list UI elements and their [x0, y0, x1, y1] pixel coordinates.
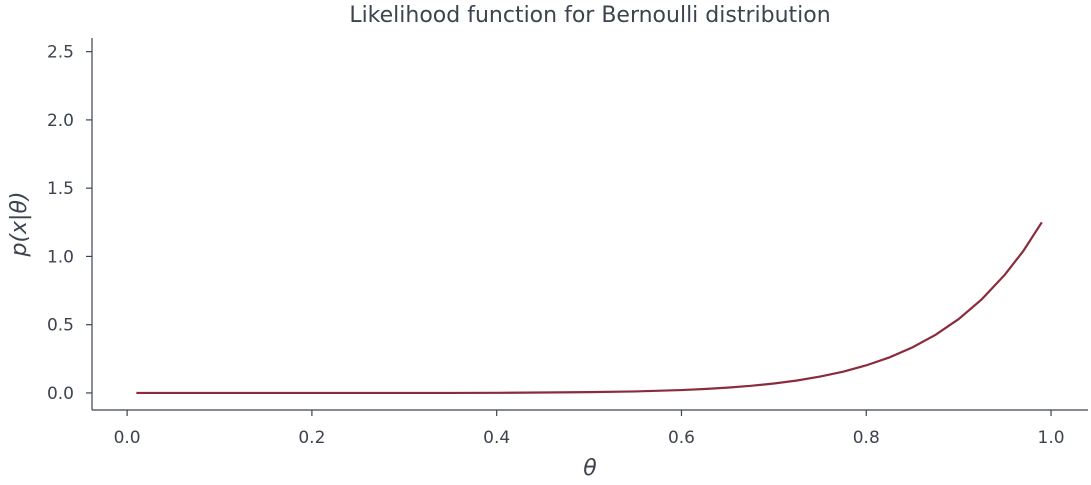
x-tick-label: 0.8	[853, 428, 880, 448]
y-tick-label: 0.0	[47, 384, 74, 404]
y-tick-label: 2.0	[47, 111, 74, 131]
x-tick-label: 0.6	[668, 428, 695, 448]
x-tick-label: 0.2	[298, 428, 325, 448]
y-axis-label: p(x|θ)	[7, 191, 32, 257]
x-tick-label: 0.4	[483, 428, 510, 448]
x-ticks: 0.0 0.2 0.4 0.6 0.8 1.0	[114, 410, 1065, 448]
y-tick-label: 0.5	[47, 316, 74, 336]
x-tick-label: 0.0	[114, 428, 141, 448]
y-ticks: 0.0 0.5 1.0 1.5 2.0 2.5	[47, 43, 92, 404]
x-tick-label: 1.0	[1038, 428, 1065, 448]
y-tick-label: 1.5	[47, 179, 74, 199]
x-axis-label: θ	[583, 456, 597, 481]
y-tick-label: 2.5	[47, 43, 74, 63]
chart-title: Likelihood function for Bernoulli distri…	[349, 3, 830, 28]
axes	[91, 38, 1088, 411]
y-tick-label: 1.0	[47, 247, 74, 267]
likelihood-line	[136, 221, 1043, 395]
